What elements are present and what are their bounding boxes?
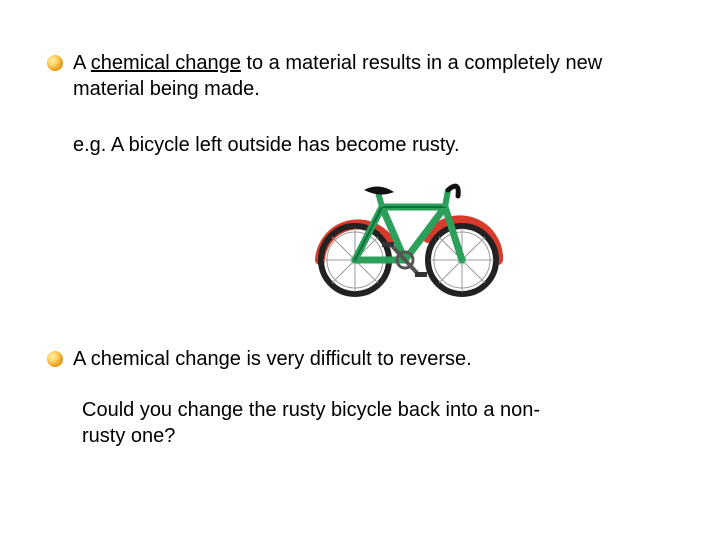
slide-page: A chemical change to a material results …: [0, 0, 720, 540]
bullet-icon: [47, 351, 63, 367]
paragraph-1: A chemical change to a material results …: [73, 50, 633, 102]
bicycle-illustration: [300, 162, 510, 302]
para1-prefix: A: [73, 52, 91, 74]
paragraph-2: e.g. A bicycle left outside has become r…: [73, 132, 633, 158]
para1-underlined: chemical change: [91, 52, 241, 74]
bicycle-svg: [300, 162, 510, 302]
bullet-icon: [47, 55, 63, 71]
paragraph-4: Could you change the rusty bicycle back …: [82, 397, 562, 449]
paragraph-3: A chemical change is very difficult to r…: [73, 346, 633, 372]
